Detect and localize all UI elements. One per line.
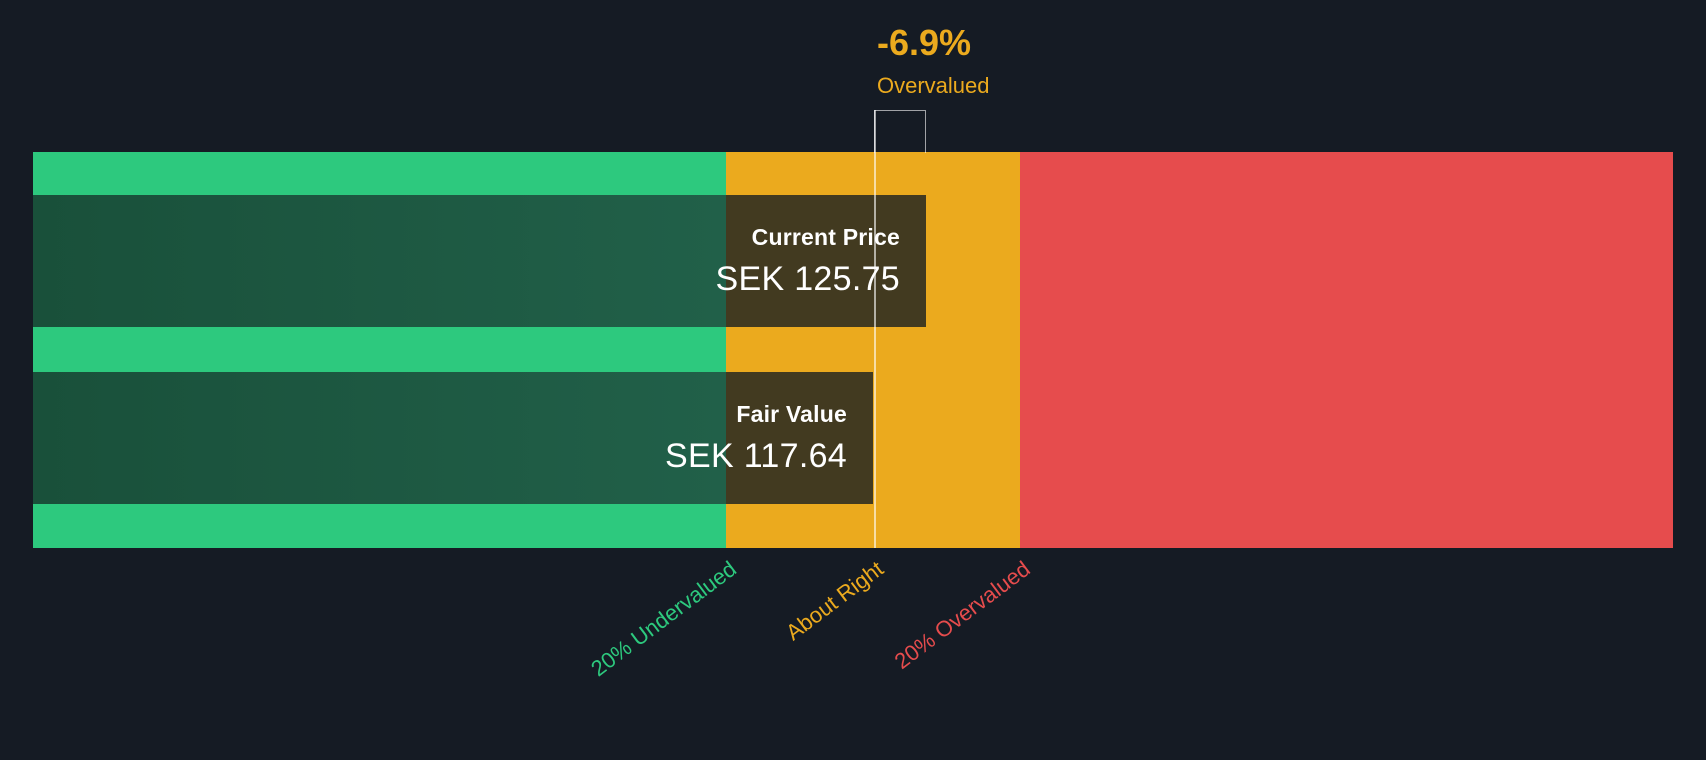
current-price-row: Current Price SEK 125.75 <box>33 195 926 327</box>
fair-value-row: Fair Value SEK 117.64 <box>33 372 873 504</box>
fair-value-row-green-segment <box>33 372 726 504</box>
current-price-value: SEK 125.75 <box>715 259 900 298</box>
fair-value-value: SEK 117.64 <box>665 436 847 475</box>
delta-status: Overvalued <box>877 73 990 98</box>
fair-value-row-amber-segment <box>726 372 873 504</box>
price-marker-line <box>874 110 876 548</box>
axis-label-about-right: About Right <box>781 556 889 646</box>
fair-value-label: Fair Value <box>736 400 847 427</box>
current-price-text-group: Current Price SEK 125.75 <box>716 195 900 327</box>
current-price-row-amber-segment <box>726 195 926 327</box>
axis-label-undervalued: 20% Undervalued <box>586 556 742 682</box>
current-price-row-green-segment <box>33 195 726 327</box>
fair-value-text-group: Fair Value SEK 117.64 <box>665 372 847 504</box>
axis-label-overvalued: 20% Overvalued <box>890 556 1036 674</box>
price-marker-bracket <box>874 110 926 153</box>
zone-overvalued <box>1020 152 1673 548</box>
current-price-label: Current Price <box>751 223 900 250</box>
delta-label-group: -6.9% Overvalued <box>877 22 990 99</box>
delta-percent: -6.9% <box>877 22 972 63</box>
